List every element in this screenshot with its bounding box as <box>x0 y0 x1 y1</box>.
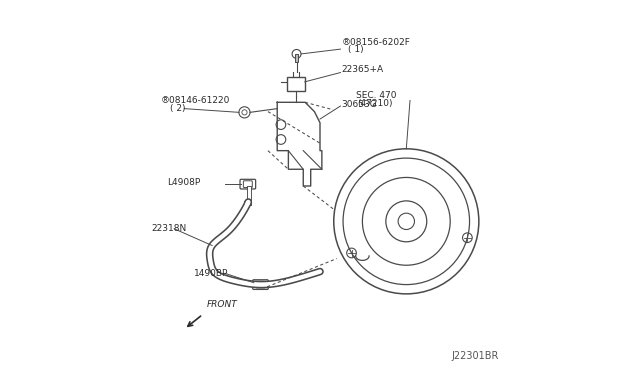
Text: SEC. 470: SEC. 470 <box>356 92 396 100</box>
Text: ®08146-61220: ®08146-61220 <box>161 96 230 105</box>
Bar <box>287 77 305 91</box>
Text: 22318N: 22318N <box>152 224 187 232</box>
Text: L4908P: L4908P <box>168 178 201 187</box>
Text: ( 2): ( 2) <box>170 104 186 113</box>
Text: J22301BR: J22301BR <box>451 351 499 361</box>
Text: ®08156-6202F: ®08156-6202F <box>342 38 410 46</box>
Text: 22365+A: 22365+A <box>342 65 384 74</box>
Text: FRONT: FRONT <box>207 300 237 309</box>
Text: 1490BP: 1490BP <box>193 269 228 278</box>
Text: ( 1): ( 1) <box>348 45 364 54</box>
Text: 30653G: 30653G <box>342 100 378 109</box>
Bar <box>294 54 298 62</box>
Text: (47210): (47210) <box>357 99 393 108</box>
